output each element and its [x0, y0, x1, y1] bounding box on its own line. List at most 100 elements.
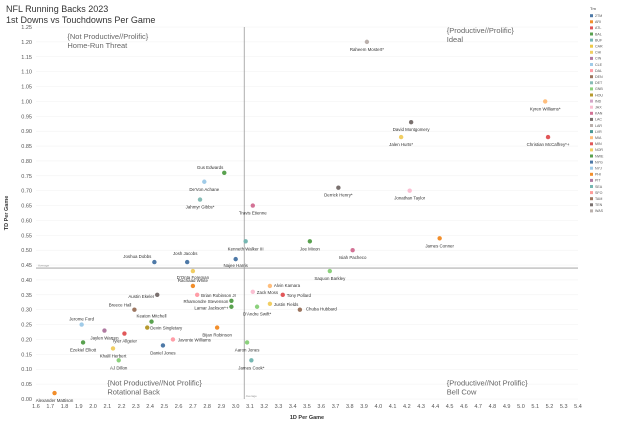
legend-item-label[interactable]: WAS — [595, 209, 604, 213]
legend-item-label[interactable]: NYG — [595, 160, 603, 164]
legend-swatch — [590, 14, 593, 18]
legend-item-label[interactable]: DET — [595, 81, 603, 85]
data-point[interactable] — [184, 259, 190, 265]
legend-swatch — [590, 117, 593, 121]
legend-item-label[interactable]: SEA — [595, 185, 603, 189]
legend-item-label[interactable]: KAN — [595, 112, 603, 116]
data-point[interactable] — [122, 331, 127, 336]
data-point-label: Alexander Mattison — [36, 398, 74, 403]
x-tick-label: 2.6 — [175, 404, 183, 410]
data-point[interactable] — [229, 298, 234, 303]
data-point[interactable] — [79, 322, 84, 327]
legend-item-label[interactable]: HOU — [595, 93, 603, 97]
data-point[interactable] — [116, 358, 121, 363]
data-point[interactable] — [250, 289, 255, 295]
legend-item-label[interactable]: DEN — [595, 75, 603, 79]
data-point[interactable] — [190, 283, 196, 289]
legend-item-label[interactable]: LAR — [595, 124, 602, 128]
data-point-label: Rachaad White — [178, 278, 209, 283]
legend-item-label[interactable]: ATL — [595, 26, 601, 30]
legend-item-label[interactable]: NOR — [595, 148, 603, 152]
data-point[interactable] — [267, 301, 273, 306]
data-point[interactable] — [160, 343, 166, 348]
data-point[interactable] — [437, 236, 442, 241]
data-point[interactable] — [202, 179, 207, 184]
legend-item-label[interactable]: GNB — [595, 87, 603, 91]
data-point[interactable] — [249, 358, 254, 363]
legend-item-label[interactable]: CIN — [595, 57, 602, 61]
data-point-label: Justin Fields — [274, 302, 299, 307]
quadrant-label-line2: Rotational Back — [107, 388, 160, 397]
data-point[interactable] — [280, 292, 285, 298]
legend-swatch — [590, 142, 593, 146]
legend-item-label[interactable]: SFO — [595, 191, 603, 195]
x-tick-label: 4.8 — [489, 404, 497, 410]
x-tick-label: 4.4 — [432, 404, 440, 410]
data-point[interactable] — [102, 328, 107, 333]
data-point[interactable] — [149, 319, 154, 324]
legend-item-label[interactable]: NYJ — [595, 167, 602, 171]
data-point[interactable] — [244, 340, 250, 345]
data-point[interactable] — [233, 256, 238, 262]
legend-item-label[interactable]: MIN — [595, 142, 602, 146]
data-point[interactable] — [364, 39, 370, 45]
data-point[interactable] — [407, 188, 412, 193]
legend-item-label[interactable]: CLE — [595, 63, 603, 67]
data-point[interactable] — [250, 203, 255, 208]
legend-item-label[interactable]: MIA — [595, 136, 602, 140]
quadrant-label-line1: {Productive//Not Prolific} — [447, 379, 528, 388]
legend-item-label[interactable]: ARI — [595, 20, 601, 24]
legend-item-label[interactable]: IND — [595, 99, 602, 103]
legend-item-label[interactable]: BUF — [595, 38, 603, 42]
legend-item-label[interactable]: 2TM — [595, 14, 602, 18]
data-point[interactable] — [152, 259, 157, 265]
legend-item-label[interactable]: CHI — [595, 51, 601, 55]
data-point[interactable] — [52, 390, 57, 396]
data-point[interactable] — [307, 239, 313, 244]
data-point[interactable] — [197, 197, 203, 202]
y-tick-label: 1.25 — [21, 25, 32, 31]
data-point[interactable] — [132, 307, 137, 312]
data-point-label: Jalen Hurts* — [389, 142, 413, 147]
data-point[interactable] — [542, 99, 548, 104]
data-point[interactable] — [170, 337, 176, 342]
data-point[interactable] — [222, 170, 227, 176]
legend-item-label[interactable]: NWE — [595, 154, 604, 158]
data-point[interactable] — [145, 325, 150, 330]
data-point[interactable] — [229, 304, 234, 309]
x-tick-label: 2.1 — [103, 404, 111, 410]
data-point[interactable] — [327, 268, 333, 274]
data-point[interactable] — [350, 248, 355, 253]
data-point[interactable] — [194, 292, 200, 298]
data-point[interactable] — [297, 307, 303, 312]
legend-item-label[interactable]: LAC — [595, 118, 602, 122]
data-point[interactable] — [214, 325, 220, 330]
x-tick-label: 3.4 — [289, 404, 297, 410]
data-point[interactable] — [243, 239, 248, 244]
data-point[interactable] — [155, 292, 160, 298]
data-point[interactable] — [267, 283, 273, 289]
data-point[interactable] — [398, 134, 404, 140]
data-point[interactable] — [408, 120, 414, 125]
legend-item-label[interactable]: PHI — [595, 173, 601, 177]
data-point[interactable] — [336, 185, 341, 190]
y-average-label: Average — [38, 264, 49, 268]
data-point[interactable] — [80, 340, 86, 345]
legend-item-label[interactable]: LVR — [595, 130, 602, 134]
data-point-label: Brian Robinson Jr — [201, 293, 236, 298]
legend-item-label[interactable]: TAM — [595, 197, 602, 201]
data-point[interactable] — [254, 304, 260, 309]
legend-item-label[interactable]: TEN — [595, 203, 603, 207]
y-tick-label: 0.25 — [21, 323, 32, 329]
x-tick-label: 3.5 — [303, 404, 311, 410]
legend-item-label[interactable]: DAL — [595, 69, 602, 73]
data-point[interactable] — [545, 134, 551, 140]
legend-item-label[interactable]: BAL — [595, 32, 602, 36]
data-point[interactable] — [190, 268, 196, 274]
data-point[interactable] — [110, 346, 116, 351]
legend-swatch — [590, 38, 593, 42]
legend-item-label[interactable]: JAX — [595, 106, 602, 110]
legend-item-label[interactable]: PIT — [595, 179, 601, 183]
legend-item-label[interactable]: CAR — [595, 45, 603, 49]
data-point-label: Aaron Jones — [235, 347, 260, 352]
